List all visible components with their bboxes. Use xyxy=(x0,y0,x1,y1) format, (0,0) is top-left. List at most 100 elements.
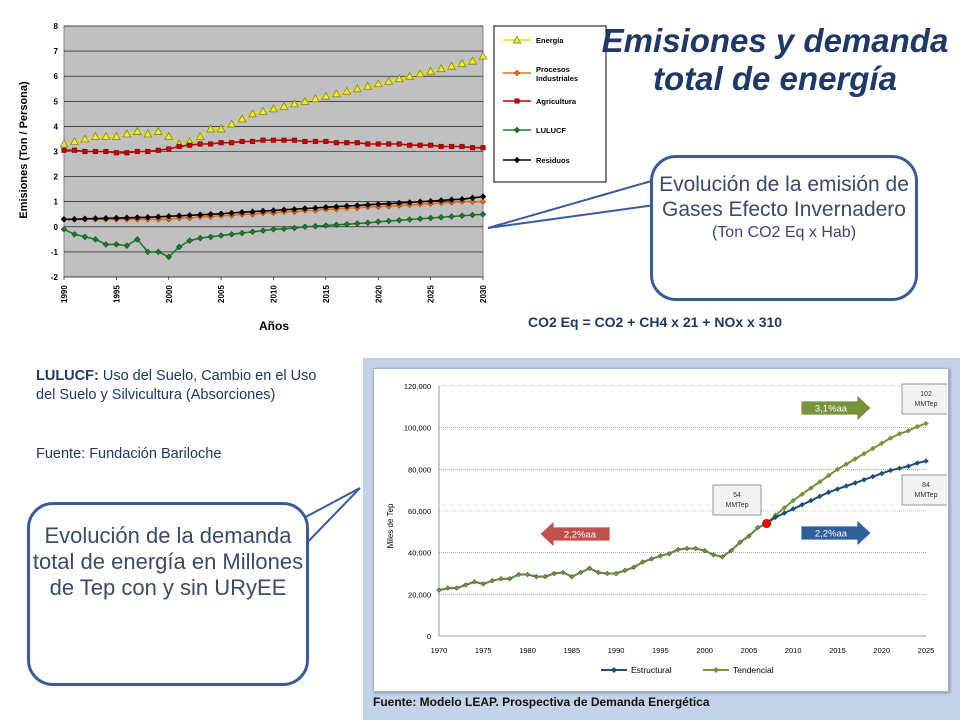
point-agricultura xyxy=(113,150,119,156)
emissions-x-tick: 1995 xyxy=(112,285,121,303)
legend-label-tendencial: Tendencial xyxy=(733,665,774,675)
legend-label-estructural: Estructural xyxy=(631,665,672,675)
point-residuos xyxy=(165,213,172,220)
point-energia xyxy=(478,51,488,60)
point-energia xyxy=(405,71,415,80)
demand-chart: 0 20,000 40,000 60,000 80,000 100,000 120,000 1… xyxy=(386,382,947,675)
point-lulucf xyxy=(406,216,413,223)
emissions-x-axis-label: Años xyxy=(259,319,289,333)
point-energia xyxy=(132,126,142,135)
point-agricultura xyxy=(291,137,297,143)
point-residuos xyxy=(270,207,277,214)
point-residuos xyxy=(259,207,267,215)
point-residuos xyxy=(385,200,392,207)
point-tendencial xyxy=(781,505,788,511)
demand-y-tick: 60,000 xyxy=(408,507,431,516)
callout-emissions-text: Evolución de la emisión de Gases Efecto … xyxy=(659,173,909,221)
point-energia xyxy=(394,74,404,83)
point-energia xyxy=(248,109,258,118)
point-historico xyxy=(577,569,584,576)
point-tendencial xyxy=(790,497,796,504)
point-residuos xyxy=(427,197,434,205)
emissions-y-tick: 1 xyxy=(54,198,59,207)
point-energia xyxy=(447,61,457,70)
point-residuos xyxy=(406,199,413,206)
point-residuos xyxy=(301,205,309,212)
emissions-x-tick: 2000 xyxy=(165,285,174,303)
point-residuos xyxy=(333,203,340,210)
point-lulucf xyxy=(448,213,455,220)
point-estructural xyxy=(861,477,867,483)
point-lulucf xyxy=(416,215,424,222)
point-historico xyxy=(639,559,646,565)
point-lulucf xyxy=(228,231,235,238)
demand-x-tick: 1990 xyxy=(608,646,625,655)
point-estructural xyxy=(870,473,876,480)
callout-emissions-unit: (Ton CO2 Eq x Hab) xyxy=(711,224,857,241)
point-lulucf xyxy=(270,226,277,233)
point-agricultura xyxy=(82,148,88,155)
point-agricultura xyxy=(134,148,140,155)
point-estructural xyxy=(914,460,920,466)
point-energia xyxy=(426,66,436,75)
point-energia xyxy=(300,96,310,105)
series-line-tendencial xyxy=(765,422,927,525)
point-lulucf xyxy=(458,212,466,219)
point-residuos xyxy=(217,210,225,217)
point-historico xyxy=(613,570,619,577)
demand-x-tick: 1975 xyxy=(475,646,492,655)
point-historico xyxy=(666,550,672,557)
point-residuos xyxy=(448,196,455,203)
point-energia xyxy=(227,119,237,128)
legend-marker-residuos xyxy=(513,156,521,164)
point-agricultura xyxy=(218,140,224,146)
growth-label-historico-arrow xyxy=(539,520,611,548)
point-lulucf xyxy=(81,233,89,241)
lulucf-note: LULUCF: Uso del Suelo, Cambio en el Uso … xyxy=(36,367,326,405)
emissions-y-axis-label: Emisiones (Ton / Persona) xyxy=(18,81,30,219)
point-energia xyxy=(269,104,278,113)
point-energia xyxy=(415,69,425,78)
growth-label-estructural: 2,2%aa xyxy=(815,529,848,540)
point-agricultura xyxy=(103,148,109,155)
point-agricultura xyxy=(333,140,339,146)
point-residuos xyxy=(364,201,371,208)
point-agricultura xyxy=(155,147,161,153)
page-title: Emisiones y demanda total de energía xyxy=(601,22,949,97)
annotation-54-mmtep-box xyxy=(712,484,762,516)
point-lulucf xyxy=(354,220,361,227)
point-historico xyxy=(622,567,628,574)
point-historico xyxy=(471,579,478,585)
point-historico xyxy=(710,552,717,558)
point-residuos xyxy=(437,197,445,204)
emissions-y-tick: 3 xyxy=(54,148,59,157)
point-agricultura xyxy=(375,141,381,147)
growth-label-tendencial: 3,1%aa xyxy=(815,404,848,415)
point-agricultura xyxy=(344,140,350,146)
point-tendencial xyxy=(887,435,894,441)
emissions-y-tick: 7 xyxy=(54,47,59,56)
point-residuos xyxy=(196,211,204,218)
point-agricultura xyxy=(61,147,67,153)
point-agricultura xyxy=(323,138,329,145)
demand-y-tick: 40,000 xyxy=(408,549,431,558)
point-tendencial xyxy=(834,466,841,473)
point-lulucf xyxy=(144,248,152,256)
point-historico xyxy=(719,554,726,560)
annotation-102-mmtep: 102 xyxy=(920,391,932,398)
point-residuos xyxy=(479,193,487,200)
point-historico xyxy=(675,546,681,553)
point-historico xyxy=(489,578,495,584)
source-note-left: Fuente: Fundación Bariloche xyxy=(36,446,222,462)
point-historico xyxy=(595,569,602,576)
demand-x-tick: 1980 xyxy=(519,646,536,655)
point-lulucf xyxy=(60,226,68,233)
legend-label-procesos-industriales: Procesos xyxy=(536,65,570,74)
annotation-102-mmtep-box xyxy=(901,383,947,415)
point-residuos xyxy=(123,214,131,221)
point-tendencial xyxy=(879,440,885,447)
point-historico xyxy=(569,573,575,580)
point-residuos xyxy=(395,199,403,207)
point-lulucf xyxy=(312,223,319,230)
point-historico xyxy=(462,582,469,588)
